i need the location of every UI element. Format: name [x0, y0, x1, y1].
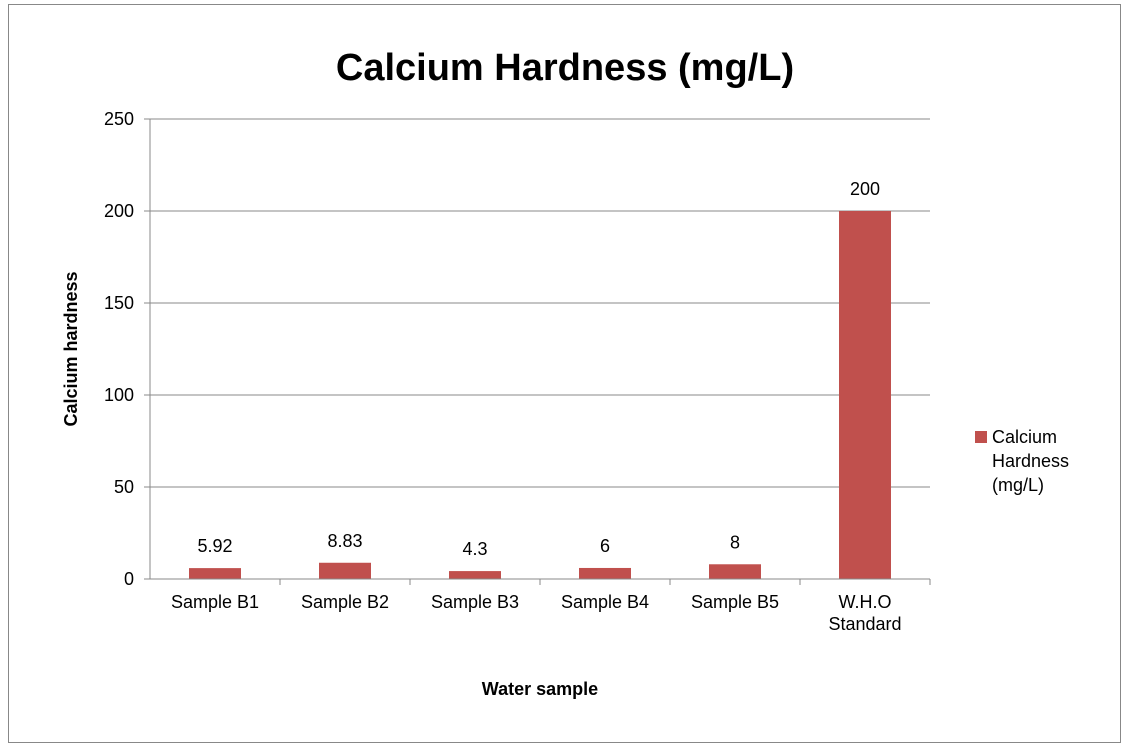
x-axis-label: Water sample [482, 679, 598, 699]
x-tick-label: W.H.O Standard [828, 592, 902, 634]
bar [709, 564, 761, 579]
bar [839, 211, 891, 579]
y-tick-label: 100 [104, 385, 134, 405]
chart-border [8, 4, 1121, 743]
x-tick-label: Sample B3 [430, 592, 520, 612]
x-tick-label: Sample B1 [170, 592, 260, 612]
y-tick-label: 0 [124, 569, 134, 589]
y-tick-label: 250 [104, 109, 134, 129]
data-label: 8 [730, 532, 740, 552]
bar [319, 562, 371, 579]
y-tick-label: 200 [104, 201, 134, 221]
legend-text: Calcium Hardness (mg/L) [992, 427, 1070, 495]
data-label: 6 [600, 536, 610, 556]
bar [579, 567, 631, 579]
data-label: 4.3 [462, 539, 487, 559]
chart-title: Calcium Hardness (mg/L) [336, 47, 794, 89]
y-tick-label: 50 [114, 477, 134, 497]
y-axis-label: Calcium hardness [61, 271, 81, 426]
data-label: 5.92 [197, 536, 232, 556]
bar [449, 571, 501, 579]
data-label: 8.83 [327, 531, 362, 551]
bar [189, 568, 241, 579]
x-tick-label: Sample B2 [300, 592, 390, 612]
data-label: 200 [850, 179, 880, 199]
y-tick-label: 150 [104, 293, 134, 313]
x-tick-label: Sample B4 [560, 592, 650, 612]
legend-swatch [975, 431, 987, 443]
x-tick-label: Sample B5 [690, 592, 780, 612]
